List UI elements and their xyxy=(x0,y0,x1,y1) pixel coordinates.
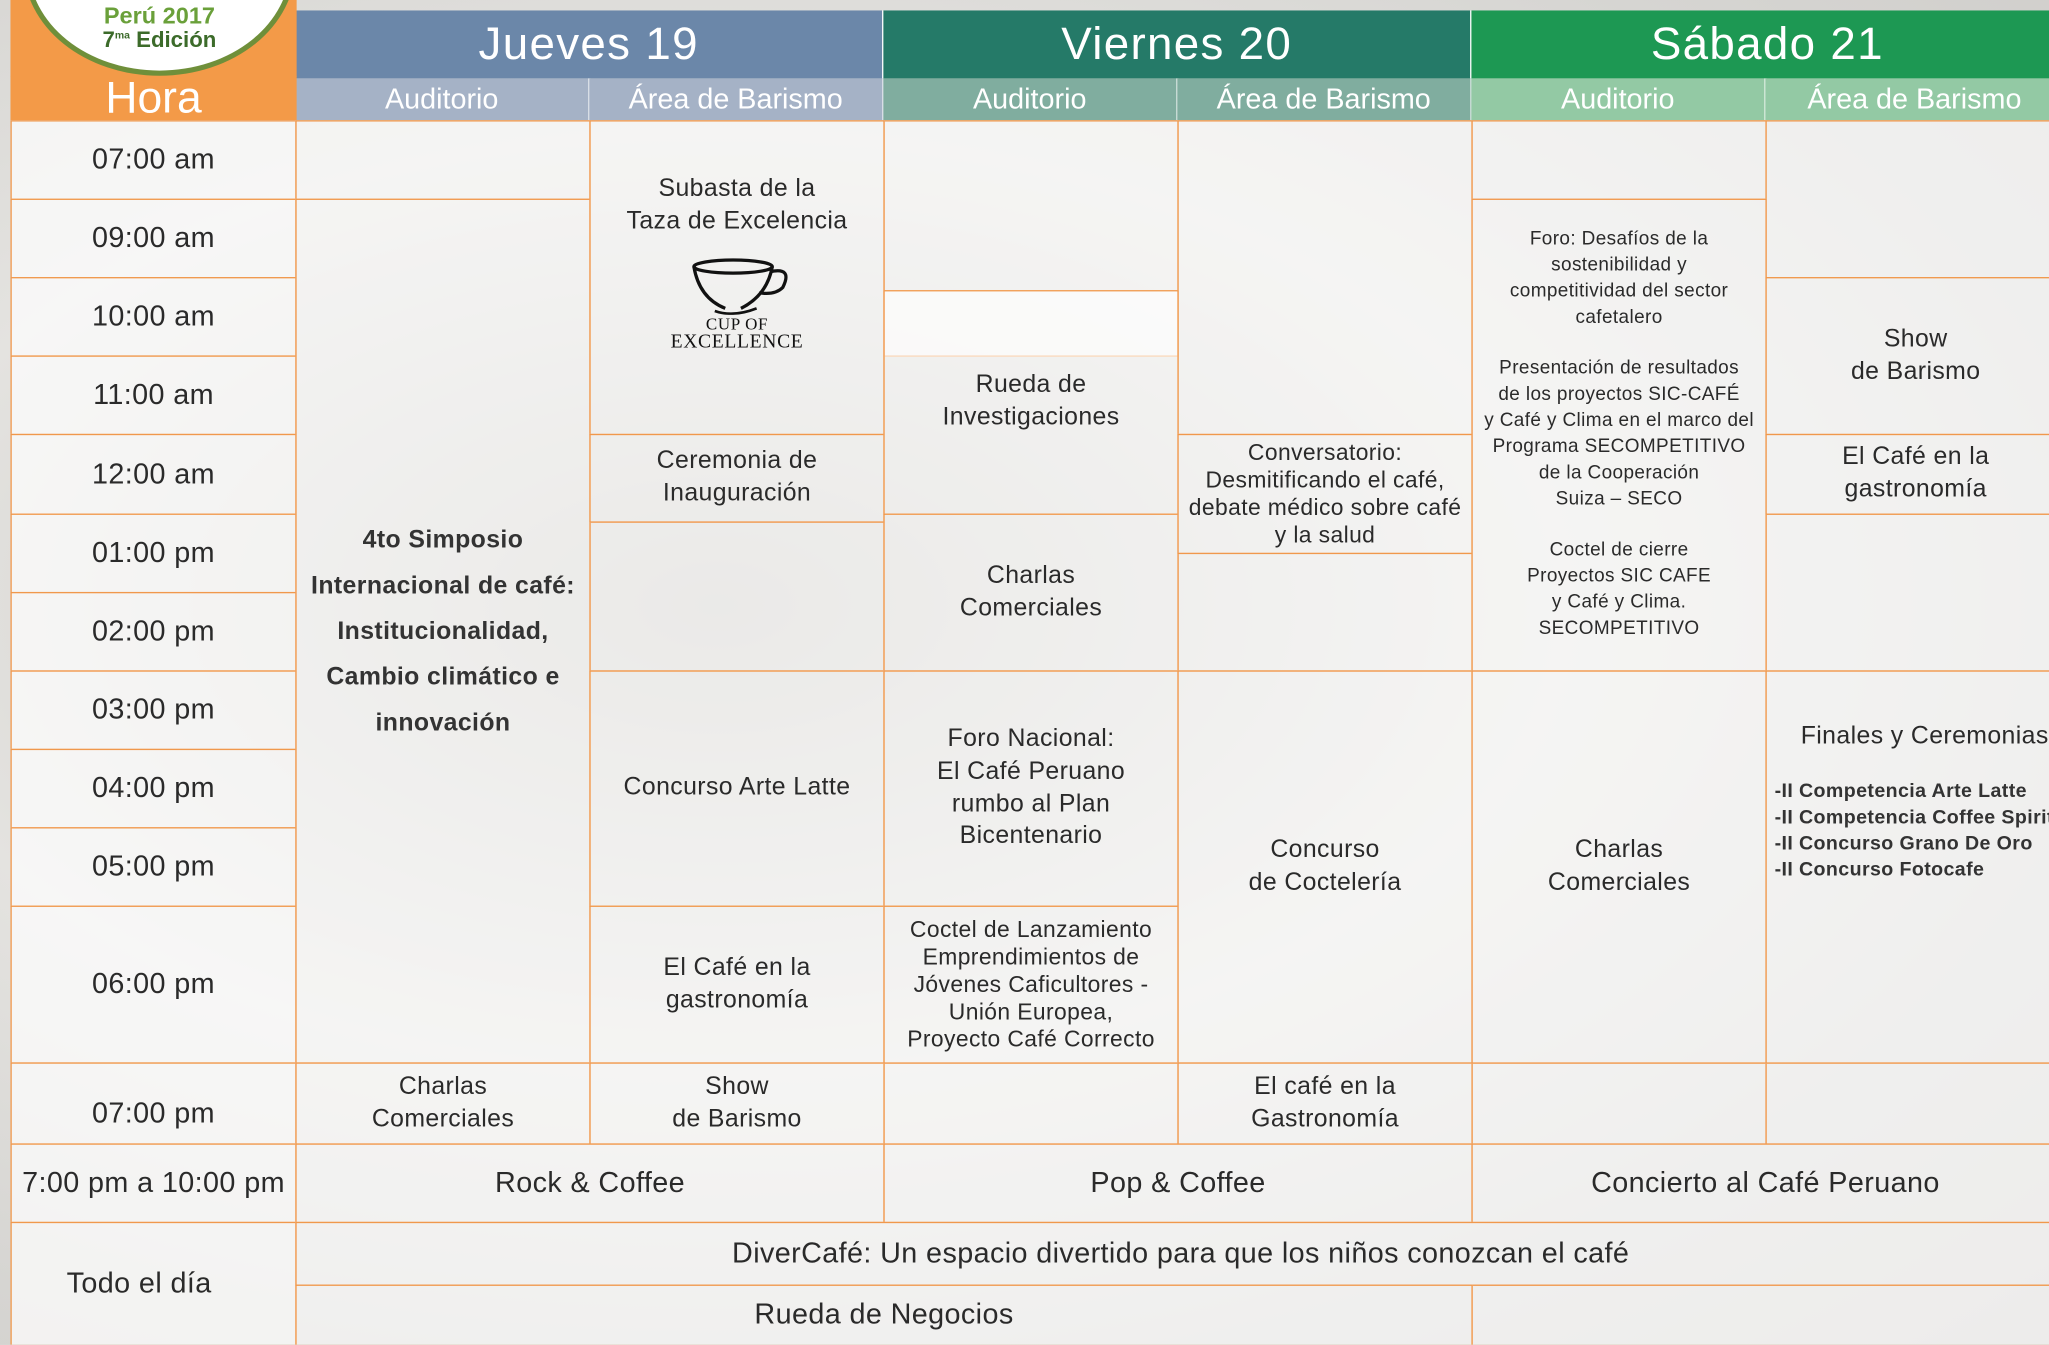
hora-header: Hora xyxy=(10,73,297,122)
event-cell: Charlas Comerciales xyxy=(883,513,1179,672)
event-text: Finales y Ceremonias de Premiaciones y C… xyxy=(1800,722,2049,751)
event-cell: Pop & Coffee xyxy=(883,1143,1473,1224)
cup-icon xyxy=(692,258,788,316)
empty-cell xyxy=(589,521,885,672)
event-cell: Rueda de Negocios xyxy=(295,1284,1473,1345)
event-text: Concierto al Café Peruano xyxy=(1591,1165,1940,1199)
event-cell: Show de Barismo xyxy=(1765,277,2049,436)
empty-cell xyxy=(1177,552,1473,672)
event-text: Show de Barismo xyxy=(672,1072,802,1133)
event-text: Foro Nacional: El Café Peruano rumbo al … xyxy=(936,725,1126,850)
event-item: -II Concurso Fotocafe xyxy=(1774,857,1985,881)
event-item: -II Concurso Grano De Oro xyxy=(1774,831,2033,855)
event-cell: DiverCafé: Un espacio divertido para que… xyxy=(295,1221,2049,1286)
event-text: Concurso de Coctelería xyxy=(1248,836,1402,896)
event-text: Subasta de la Taza de Excelencia xyxy=(626,175,848,235)
event-text: El Café en la gastronomía xyxy=(663,953,811,1014)
time-label: 7:00 pm a 10:00 pm xyxy=(10,1143,297,1224)
event-text: Ceremonia de Inauguración xyxy=(656,447,818,508)
empty-cell xyxy=(1471,1284,2049,1345)
time-label: 11:00 am xyxy=(10,355,297,436)
room-header: Área de Barismo xyxy=(1177,78,1473,121)
day-header: Viernes 20 xyxy=(883,10,1473,79)
time-label: 01:00 pm xyxy=(10,513,297,594)
day-header: Jueves 19 xyxy=(295,10,885,79)
time-label: 02:00 pm xyxy=(10,591,297,672)
event-item: -II Competencia Coffee Spirit xyxy=(1774,805,2049,828)
day-header: Sábado 21 xyxy=(1471,10,2049,79)
time-label: 05:00 pm xyxy=(10,827,297,907)
event-item: -II Competencia Arte Latte xyxy=(1774,779,2027,802)
event-cell: Ceremonia de Inauguración xyxy=(589,433,885,523)
time-label: 03:00 pm xyxy=(10,670,297,751)
event-cell: 4to Simposio Internacional de café: Inst… xyxy=(295,198,591,1064)
event-cell: Finales y Ceremonias de Premiaciones y C… xyxy=(1765,670,2049,1064)
event-cell: Subasta de la Taza de Excelencia CUP OF EX… xyxy=(589,120,885,436)
event-text: Show de Barismo xyxy=(1850,325,1981,385)
empty-cell xyxy=(1765,513,2049,672)
empty-cell xyxy=(1765,120,2049,279)
room-header: Auditorio xyxy=(295,78,591,121)
event-cell: Rock & Coffee xyxy=(295,1143,885,1224)
event-text: Coctel de Lanzamiento Emprendimientos de… xyxy=(907,916,1155,1052)
event-text: Charlas Comerciales xyxy=(1547,836,1691,896)
event-text: Rueda de Investigaciones xyxy=(942,371,1120,432)
room-header: Área de Barismo xyxy=(589,78,885,121)
event-cell: Coctel de Lanzamiento Emprendimientos de… xyxy=(883,905,1179,1064)
event-cell: El café en la Gastronomía xyxy=(1177,1062,1473,1145)
time-label: 07:00 pm xyxy=(10,1062,297,1145)
cup-logo-text: EXCELLENCE xyxy=(670,332,804,354)
edition-number: 7 xyxy=(102,27,115,53)
event-cell: Charlas Comerciales xyxy=(1471,670,1767,1064)
logo-edition: 7ma Edición xyxy=(29,27,290,53)
room-header: Área de Barismo xyxy=(1765,78,2049,121)
time-label: 07:00 am xyxy=(10,120,297,200)
empty-cell xyxy=(1471,1062,1767,1145)
event-text: El café en la Gastronomía xyxy=(1251,1072,1399,1133)
event-text: Rock & Coffee xyxy=(495,1165,685,1199)
empty-cell xyxy=(1471,120,1767,200)
event-text: Rueda de Negocios xyxy=(754,1297,1014,1331)
time-label: 04:00 pm xyxy=(10,748,297,829)
empty-cell xyxy=(883,1062,1179,1145)
room-header: Auditorio xyxy=(883,78,1179,121)
event-cell: Foro Nacional: El Café Peruano rumbo al … xyxy=(883,670,1179,907)
event-cell: Concurso de Coctelería xyxy=(1177,670,1473,1064)
event-text: Conversatorio: Desmitificando el café, d… xyxy=(1188,439,1462,548)
event-cell: Concurso Arte Latte xyxy=(589,670,885,907)
event-text: Pop & Coffee xyxy=(1090,1165,1266,1199)
time-label: Todo el día xyxy=(10,1221,297,1345)
time-label: 09:00 am xyxy=(10,198,297,279)
edition-suffix: ma xyxy=(114,29,130,41)
event-cell: Charlas Comerciales xyxy=(295,1062,591,1145)
event-cell: Concierto al Café Peruano xyxy=(1471,1143,2049,1224)
logo-brand: Perú 2017 xyxy=(103,2,216,29)
event-text: Concurso Arte Latte xyxy=(623,773,851,802)
event-text: Foro: Desafíos de la sostenibilidad y co… xyxy=(1484,228,1754,640)
cup-logo-text: CUP OF xyxy=(705,314,769,334)
event-cell: Rueda de Investigaciones xyxy=(883,290,1179,515)
event-text: Charlas Comerciales xyxy=(371,1072,515,1133)
room-header: Auditorio xyxy=(1471,78,1767,121)
event-cell: El Café en la gastronomía xyxy=(1765,433,2049,515)
time-label: 12:00 am xyxy=(10,433,297,515)
event-text: 4to Simposio Internacional de café: Inst… xyxy=(311,525,575,737)
event-cell: Conversatorio: Desmitificando el café, d… xyxy=(1177,433,1473,555)
edition-word: Edición xyxy=(136,27,217,53)
event-cell: Show de Barismo xyxy=(589,1062,885,1145)
event-text: El Café en la gastronomía xyxy=(1842,443,1990,504)
empty-cell xyxy=(1765,1062,2049,1145)
time-label: 06:00 pm xyxy=(10,905,297,1064)
event-text: Charlas Comerciales xyxy=(959,561,1103,622)
event-logo: Perú 2017 7ma Edición xyxy=(23,0,296,76)
event-cell: El Café en la gastronomía xyxy=(589,905,885,1064)
empty-cell xyxy=(1177,120,1473,436)
event-text: DiverCafé: Un espacio divertido para que… xyxy=(732,1236,1630,1270)
time-label: 10:00 am xyxy=(10,277,297,357)
event-cell: Foro: Desafíos de la sostenibilidad y co… xyxy=(1471,198,1767,672)
empty-cell xyxy=(295,120,591,200)
